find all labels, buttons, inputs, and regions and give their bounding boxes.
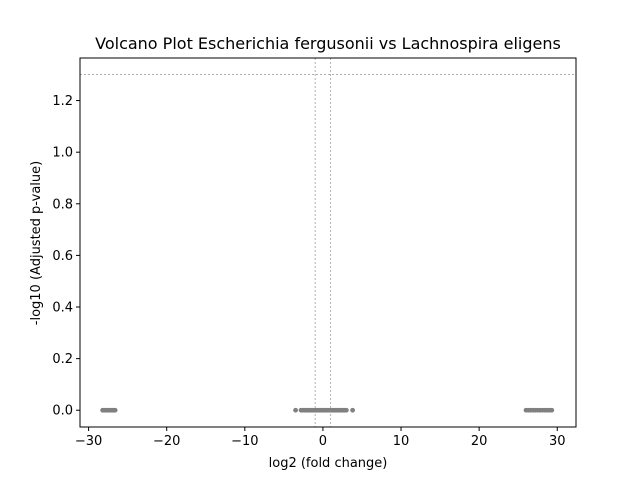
x-tick-label: 0	[319, 434, 327, 449]
data-point	[112, 407, 118, 413]
y-tick-label: 0.2	[52, 352, 73, 367]
x-tick-label: 10	[393, 434, 410, 449]
y-tick-label: 1.2	[52, 94, 73, 109]
x-axis: −30 −20 −10 0 10 20 30	[75, 427, 566, 449]
x-tick-label: −30	[75, 434, 102, 449]
y-tick-label: 0.8	[52, 197, 73, 212]
y-axis-label: -log10 (Adjusted p-value)	[29, 161, 44, 325]
y-tick-label: 1.0	[52, 146, 73, 161]
axes-frame	[79, 57, 577, 428]
data-point	[350, 407, 356, 413]
x-tick-label: 20	[471, 434, 488, 449]
x-axis-label: log2 (fold change)	[269, 456, 388, 471]
data-point	[343, 407, 349, 413]
y-tick-label: 0.0	[52, 404, 73, 419]
x-tick-label: −20	[153, 434, 180, 449]
plot-area	[80, 58, 576, 427]
data-point	[549, 407, 555, 413]
y-axis: 0.0 0.2 0.4 0.6 0.8 1.0 1.2	[52, 94, 80, 419]
data-point	[293, 407, 298, 413]
x-tick-label: 30	[549, 434, 566, 449]
chart-title: Volcano Plot Escherichia fergusonii vs L…	[95, 34, 561, 53]
y-tick-label: 0.6	[52, 249, 73, 264]
y-tick-label: 0.4	[52, 301, 73, 316]
x-tick-label: −10	[231, 434, 258, 449]
